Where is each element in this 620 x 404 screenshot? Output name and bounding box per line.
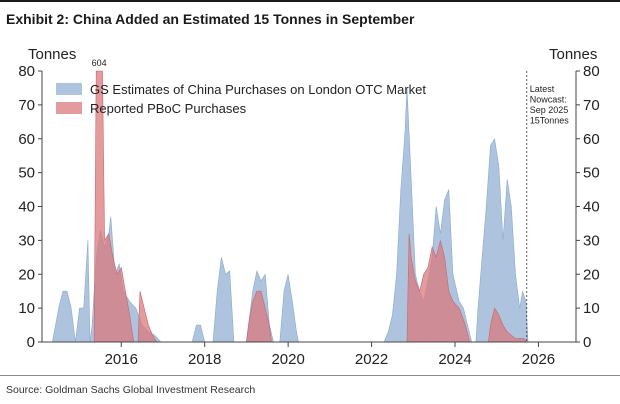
y-axis-right-unit: Tonnes — [549, 46, 597, 63]
y-tick-label-left: 0 — [27, 334, 35, 351]
legend-label: Reported PBoC Purchases — [90, 101, 247, 116]
footer-rule — [0, 375, 620, 376]
x-tick-label: 2022 — [355, 351, 388, 368]
y-tick-label-right: 10 — [583, 300, 600, 317]
source-note: Source: Goldman Sachs Global Investment … — [6, 384, 256, 396]
annotation-peak-604: 604 — [92, 58, 107, 68]
annotation-nowcast: Latest — [530, 84, 555, 94]
y-tick-label-left: 10 — [18, 300, 35, 317]
y-tick-label-right: 30 — [583, 232, 600, 249]
y-axis-left-unit: Tonnes — [28, 46, 76, 63]
y-tick-label-right: 50 — [583, 165, 600, 182]
y-tick-label-right: 20 — [583, 266, 600, 283]
legend-swatch — [56, 102, 82, 114]
annotation-nowcast: 15Tonnes — [530, 116, 570, 126]
x-tick-label: 2024 — [438, 351, 471, 368]
y-tick-label-left: 70 — [18, 97, 35, 114]
y-tick-label-left: 80 — [18, 63, 35, 80]
annotation-nowcast: Sep 2025 — [530, 105, 569, 115]
chart-areas — [52, 70, 529, 343]
annotation-nowcast: Nowcast: — [530, 95, 567, 105]
y-tick-label-right: 40 — [583, 199, 600, 216]
chart-title: Exhibit 2: China Added an Estimated 15 T… — [6, 11, 415, 27]
y-tick-label-left: 60 — [18, 131, 35, 148]
y-tick-label-left: 20 — [18, 266, 35, 283]
x-tick-label: 2018 — [188, 351, 221, 368]
chart-legend: GS Estimates of China Purchases on Londo… — [56, 82, 426, 116]
y-tick-label-right: 0 — [583, 334, 591, 351]
legend-swatch — [56, 83, 82, 95]
y-tick-label-left: 30 — [18, 232, 35, 249]
legend-label: GS Estimates of China Purchases on Londo… — [90, 82, 426, 97]
y-tick-label-left: 40 — [18, 199, 35, 216]
x-tick-label: 2020 — [271, 351, 304, 368]
top-rule — [0, 0, 620, 2]
y-tick-label-right: 80 — [583, 63, 600, 80]
y-tick-label-right: 70 — [583, 97, 600, 114]
x-tick-label: 2026 — [522, 351, 555, 368]
y-tick-label-right: 60 — [583, 131, 600, 148]
x-tick-label: 2016 — [105, 351, 138, 368]
y-tick-label-left: 50 — [18, 165, 35, 182]
series-pboc-area — [93, 70, 528, 343]
